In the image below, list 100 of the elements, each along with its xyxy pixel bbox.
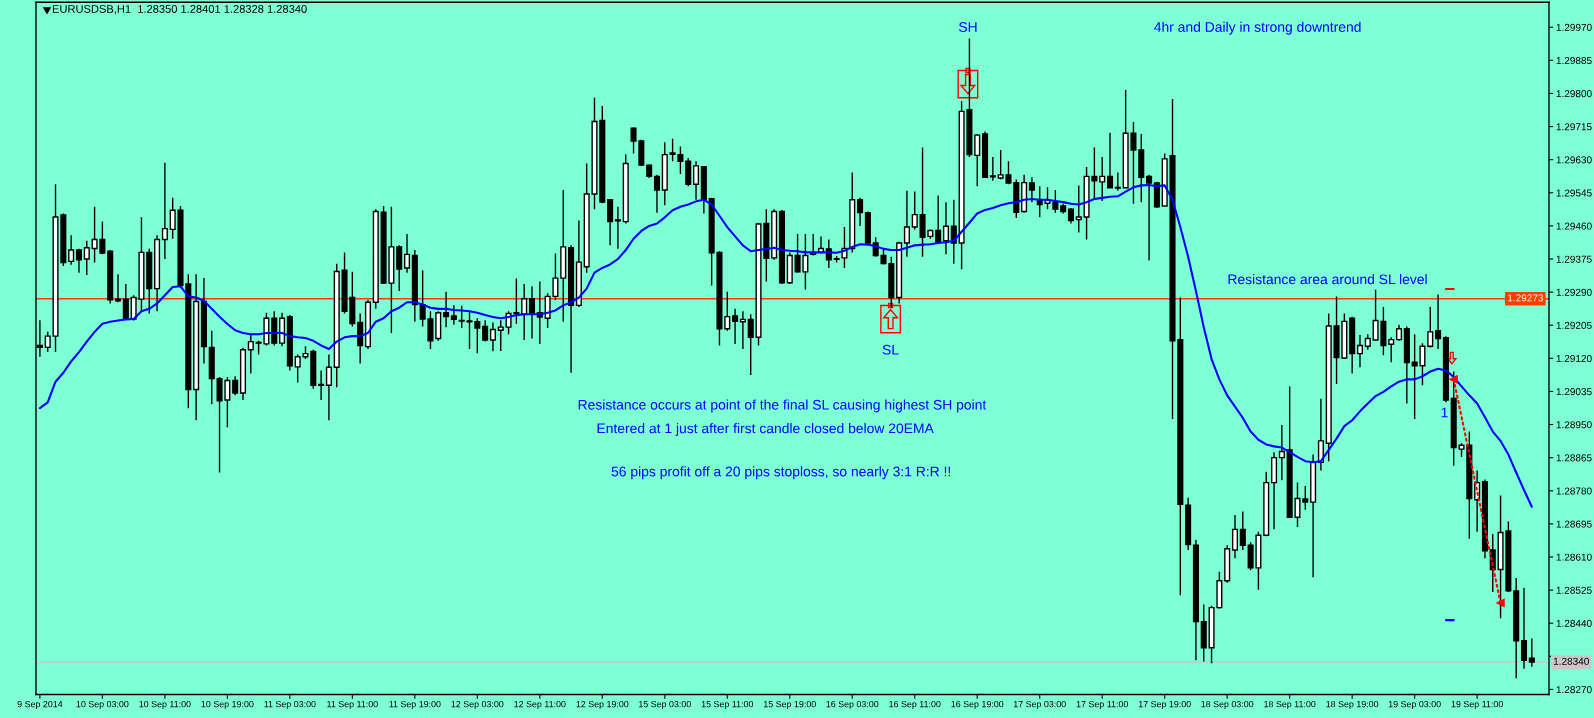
candlestick xyxy=(154,234,161,312)
y-tick-label: 1.29290 xyxy=(1556,288,1592,296)
candlestick xyxy=(864,210,871,245)
candlestick xyxy=(771,208,778,261)
y-tick-label: 1.28950 xyxy=(1556,421,1592,429)
candlestick xyxy=(83,239,90,276)
x-tick-label: 16 Sep 11:00 xyxy=(889,700,941,710)
x-tick-label: 16 Sep 19:00 xyxy=(951,700,1004,710)
annotation: Resistance occurs at point of the final SL causing highest SH point xyxy=(578,399,987,413)
candlestick xyxy=(700,165,707,215)
candlestick xyxy=(950,199,957,265)
x-tick-label: 15 Sep 11:00 xyxy=(701,700,754,710)
candlestick xyxy=(1317,398,1324,472)
candlestick xyxy=(1114,171,1121,192)
candlestick xyxy=(1075,184,1082,234)
candlestick xyxy=(622,153,629,225)
y-tick-label: 1.29630 xyxy=(1556,156,1592,164)
candlestick xyxy=(1153,181,1160,209)
x-tick-label: 11 Sep 03:00 xyxy=(264,700,316,710)
candlestick xyxy=(193,273,200,421)
y-tick-label: 1.28780 xyxy=(1556,487,1592,495)
candlestick xyxy=(1146,174,1153,262)
candlestick xyxy=(1138,133,1145,203)
candlestick xyxy=(1224,544,1231,584)
candlestick xyxy=(146,248,153,315)
candlestick xyxy=(857,197,864,227)
x-tick-label: 12 Sep 11:00 xyxy=(514,700,566,710)
x-tick-label: 12 Sep 19:00 xyxy=(576,700,629,710)
x-tick-label: 9 Sep 2014 xyxy=(17,700,63,710)
candlestick xyxy=(364,299,372,350)
y-tick-label: 1.29885 xyxy=(1556,56,1592,65)
annotation: 56 pips profit off a 20 pips stoploss, so nearly 3:1 R:R !! xyxy=(611,466,951,480)
candlestick xyxy=(1231,514,1239,559)
candlestick xyxy=(607,198,614,247)
candlestick xyxy=(1028,176,1035,203)
candlestick xyxy=(1481,478,1488,559)
y-tick-label: 1.29120 xyxy=(1556,354,1592,363)
candlestick xyxy=(739,310,746,350)
candlestick xyxy=(450,304,457,326)
candlestick xyxy=(107,249,114,305)
y-tick-label: 1.29375 xyxy=(1556,255,1592,263)
candlestick xyxy=(68,234,75,266)
candlestick xyxy=(271,310,278,347)
candlestick xyxy=(942,201,950,256)
x-tick-label: 18 Sep 19:00 xyxy=(1326,700,1379,710)
candlestick xyxy=(497,319,504,352)
candlestick xyxy=(208,329,215,405)
candlestick xyxy=(1388,336,1395,363)
candlestick xyxy=(732,308,739,345)
candlestick xyxy=(1060,202,1067,215)
y-tick-label: 1.28695 xyxy=(1556,520,1592,528)
y-tick-label: 1.29545 xyxy=(1556,189,1592,197)
candlestick xyxy=(661,141,668,206)
candlestick xyxy=(286,314,293,372)
x-tick-label: 15 Sep 19:00 xyxy=(764,700,816,710)
x-tick-label: 17 Sep 19:00 xyxy=(1138,700,1191,710)
candlestick xyxy=(396,244,403,292)
candlestick xyxy=(1278,424,1285,481)
candlestick xyxy=(1239,510,1246,551)
candlestick xyxy=(247,334,254,375)
candlestick xyxy=(114,273,122,303)
x-tick-label: 10 Sep 03:00 xyxy=(76,700,129,710)
candlestick xyxy=(1263,470,1270,538)
candlestick xyxy=(1271,451,1278,531)
candlestick xyxy=(411,249,418,323)
x-tick-label: 17 Sep 11:00 xyxy=(1076,700,1128,710)
candlestick xyxy=(1435,293,1442,350)
x-tick-label: 17 Sep 03:00 xyxy=(1013,700,1066,710)
candlestick xyxy=(1200,603,1207,663)
y-tick-label: 1.29715 xyxy=(1556,123,1592,131)
y-tick-label: 1.28270 xyxy=(1556,686,1592,694)
candlestick xyxy=(489,321,496,353)
chart-title: EURUSDSB,H1 1.28350 1.28401 1.28328 1.28340 xyxy=(52,5,307,15)
x-tick-label: 19 Sep 03:00 xyxy=(1388,700,1441,710)
candlestick xyxy=(974,133,981,187)
candlestick xyxy=(989,156,996,182)
x-tick-label: 11 Sep 19:00 xyxy=(389,700,441,710)
candlestick xyxy=(1021,174,1028,214)
annotation: SL xyxy=(882,344,899,355)
annotation: 1 xyxy=(1441,407,1448,418)
candlestick xyxy=(903,190,910,258)
candlestick xyxy=(1325,312,1332,462)
candlestick xyxy=(161,162,168,260)
candlestick xyxy=(786,251,793,285)
y-tick-label: 1.29035 xyxy=(1556,388,1592,396)
candlestick xyxy=(1364,333,1371,351)
y-tick-label: 1.28525 xyxy=(1556,586,1592,594)
y-tick-label: 1.29970 xyxy=(1556,23,1592,31)
candlestick xyxy=(279,312,286,347)
candlestick xyxy=(1106,132,1114,190)
y-tick-label: 1.28865 xyxy=(1556,454,1592,462)
candlestick xyxy=(325,353,332,421)
candlestick xyxy=(1403,325,1410,405)
candlestick xyxy=(982,130,989,179)
candlestick xyxy=(1067,207,1075,225)
candlestick xyxy=(849,171,856,254)
candlestick xyxy=(911,190,918,231)
candlestick xyxy=(568,244,575,374)
y-tick-label: 1.29205 xyxy=(1556,321,1592,329)
annotation: SH xyxy=(958,22,977,32)
